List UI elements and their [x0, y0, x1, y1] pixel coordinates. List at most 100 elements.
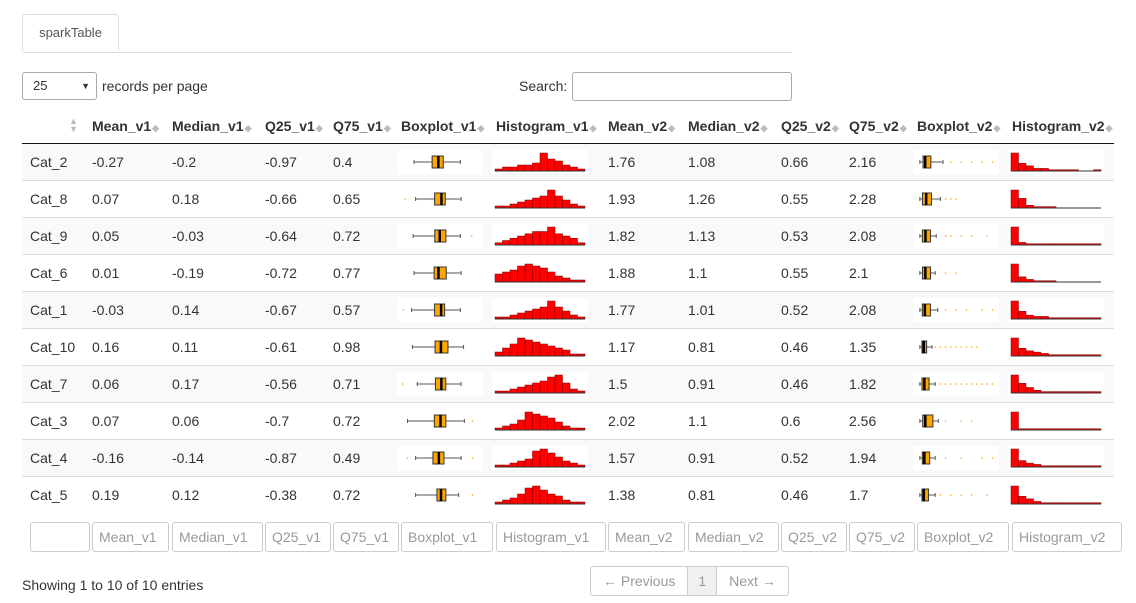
column-header-boxplot-v1[interactable]: Boxplot_v1◆ [393, 108, 488, 144]
boxplot-sparkline [397, 446, 483, 470]
cell-histogram-v2 [1004, 439, 1114, 477]
table-row: Cat_2 -0.27 -0.2 -0.97 0.4 1.76 1.08 0.66 2.16 [22, 143, 1114, 181]
histogram-bar [539, 415, 548, 431]
previous-page-button[interactable]: ← Previous [603, 573, 676, 589]
column-header-median-v1[interactable]: Median_v1◆ [164, 108, 257, 144]
cell-mean-v1: -0.16 [84, 439, 164, 477]
histogram-bar [524, 233, 533, 246]
cell-q25-v2: 0.55 [773, 254, 841, 292]
histogram-bar [547, 300, 556, 320]
column-header-mean-v1[interactable]: Mean_v1◆ [84, 108, 164, 144]
histogram-bar [532, 382, 541, 394]
histogram-bar [517, 312, 526, 320]
column-header-histogram-v1[interactable]: Histogram_v1◆ [488, 108, 600, 144]
histogram-bar [547, 158, 556, 172]
boxplot-outlier [955, 383, 957, 385]
column-header-q75-v2[interactable]: Q75_v2◆ [841, 108, 909, 144]
column-header-boxplot-v2[interactable]: Boxplot_v2◆ [909, 108, 1004, 144]
boxplot-outlier [976, 383, 978, 385]
histogram-bar [517, 460, 526, 468]
boxplot-outlier [950, 235, 952, 237]
cell-histogram-v1 [488, 217, 600, 255]
filter-input-q75-v2[interactable]: Q75_v2 [849, 522, 915, 552]
column-header-category[interactable]: ▲ ▼ [22, 108, 84, 144]
histogram-bar [517, 493, 526, 505]
boxplot-outlier [960, 494, 962, 496]
histogram-bar [509, 314, 518, 320]
cell-histogram-v1 [488, 180, 600, 218]
histogram-bar [1010, 374, 1019, 394]
histogram-bar [502, 240, 511, 246]
column-header-label: Mean_v2 [608, 117, 668, 134]
histogram-bar [1018, 383, 1027, 394]
filter-input-mean-v2[interactable]: Mean_v2 [608, 522, 685, 552]
filter-input-q75-v1[interactable]: Q75_v1 [333, 522, 399, 552]
column-header-histogram-v2[interactable]: Histogram_v2◆ [1004, 108, 1114, 144]
histogram-bar [547, 345, 556, 357]
boxplot-outlier [950, 494, 952, 496]
records-per-page-select[interactable]: 25 ▼ [22, 72, 97, 100]
filter-input-histogram-v2[interactable]: Histogram_v2 [1012, 522, 1122, 552]
boxplot-outlier [965, 309, 968, 311]
boxplot-sparkline [913, 261, 999, 285]
tab-sparktable[interactable]: sparkTable [22, 14, 119, 51]
filter-input-boxplot-v2[interactable]: Boxplot_v2 [917, 522, 1009, 552]
boxplot-box [434, 192, 446, 206]
histogram-bar [539, 152, 548, 172]
boxplot-sparkline [397, 150, 483, 174]
next-page-button[interactable]: Next → [729, 573, 776, 589]
column-header-q75-v1[interactable]: Q75_v1◆ [325, 108, 393, 144]
column-header-mean-v2[interactable]: Mean_v2◆ [600, 108, 680, 144]
boxplot-outlier [955, 272, 957, 274]
cell-boxplot-v2 [909, 254, 1004, 292]
cell-q25-v1: -0.87 [257, 439, 325, 477]
histogram-sparkline [1008, 483, 1104, 507]
filter-input-category[interactable] [30, 522, 90, 552]
filter-input-q25-v2[interactable]: Q25_v2 [781, 522, 847, 552]
category-cell: Cat_10 [22, 328, 84, 366]
table-row: Cat_3 0.07 0.06 -0.7 0.72 2.02 1.1 0.6 2.56 [22, 402, 1114, 440]
column-header-median-v2[interactable]: Median_v2◆ [680, 108, 773, 144]
histogram-sparkline [1008, 187, 1104, 211]
filter-input-median-v2[interactable]: Median_v2 [688, 522, 779, 552]
cell-median-v2: 1.13 [680, 217, 773, 255]
filter-input-median-v1[interactable]: Median_v1 [172, 522, 263, 552]
histogram-bar [539, 380, 548, 394]
histogram-bar [502, 271, 511, 283]
cell-median-v1: -0.14 [164, 439, 257, 477]
histogram-bar [517, 164, 526, 172]
boxplot-outlier [944, 383, 947, 385]
filter-input-q25-v1[interactable]: Q25_v1 [265, 522, 331, 552]
histogram-bar [1025, 165, 1034, 172]
boxplot-box [434, 303, 446, 317]
cell-median-v1: -0.03 [164, 217, 257, 255]
histogram-bar [562, 310, 571, 320]
cell-histogram-v1 [488, 402, 600, 440]
histogram-bar [554, 233, 563, 246]
cell-boxplot-v1 [393, 439, 488, 477]
category-cell: Cat_4 [22, 439, 84, 477]
search-input[interactable] [572, 72, 792, 101]
table-row: Cat_10 0.16 0.11 -0.61 0.98 1.17 0.81 0.46 1.35 [22, 328, 1114, 366]
boxplot-sparkline [397, 409, 483, 433]
cell-histogram-v1 [488, 476, 600, 513]
histogram-bar [1025, 350, 1034, 357]
filter-input-boxplot-v1[interactable]: Boxplot_v1 [401, 522, 493, 552]
column-header-label: Histogram_v1 [496, 117, 589, 134]
sort-icon: ◆ [831, 122, 839, 133]
histogram-bar [1018, 198, 1027, 209]
boxplot-outlier [955, 198, 957, 200]
page-1-button[interactable]: 1 [687, 567, 718, 595]
sort-icon: ◆ [477, 122, 485, 133]
boxplot-outlier [960, 457, 962, 459]
histogram-sparkline [1008, 150, 1104, 174]
boxplot-outlier [970, 494, 973, 496]
boxplot-outlier [950, 161, 952, 163]
filter-input-mean-v1[interactable]: Mean_v1 [92, 522, 169, 552]
histogram-bar [1025, 387, 1034, 394]
cell-boxplot-v1 [393, 402, 488, 440]
column-header-q25-v2[interactable]: Q25_v2◆ [773, 108, 841, 144]
filter-input-histogram-v1[interactable]: Histogram_v1 [496, 522, 606, 552]
cell-q25-v1: -0.97 [257, 143, 325, 181]
column-header-q25-v1[interactable]: Q25_v1◆ [257, 108, 325, 144]
